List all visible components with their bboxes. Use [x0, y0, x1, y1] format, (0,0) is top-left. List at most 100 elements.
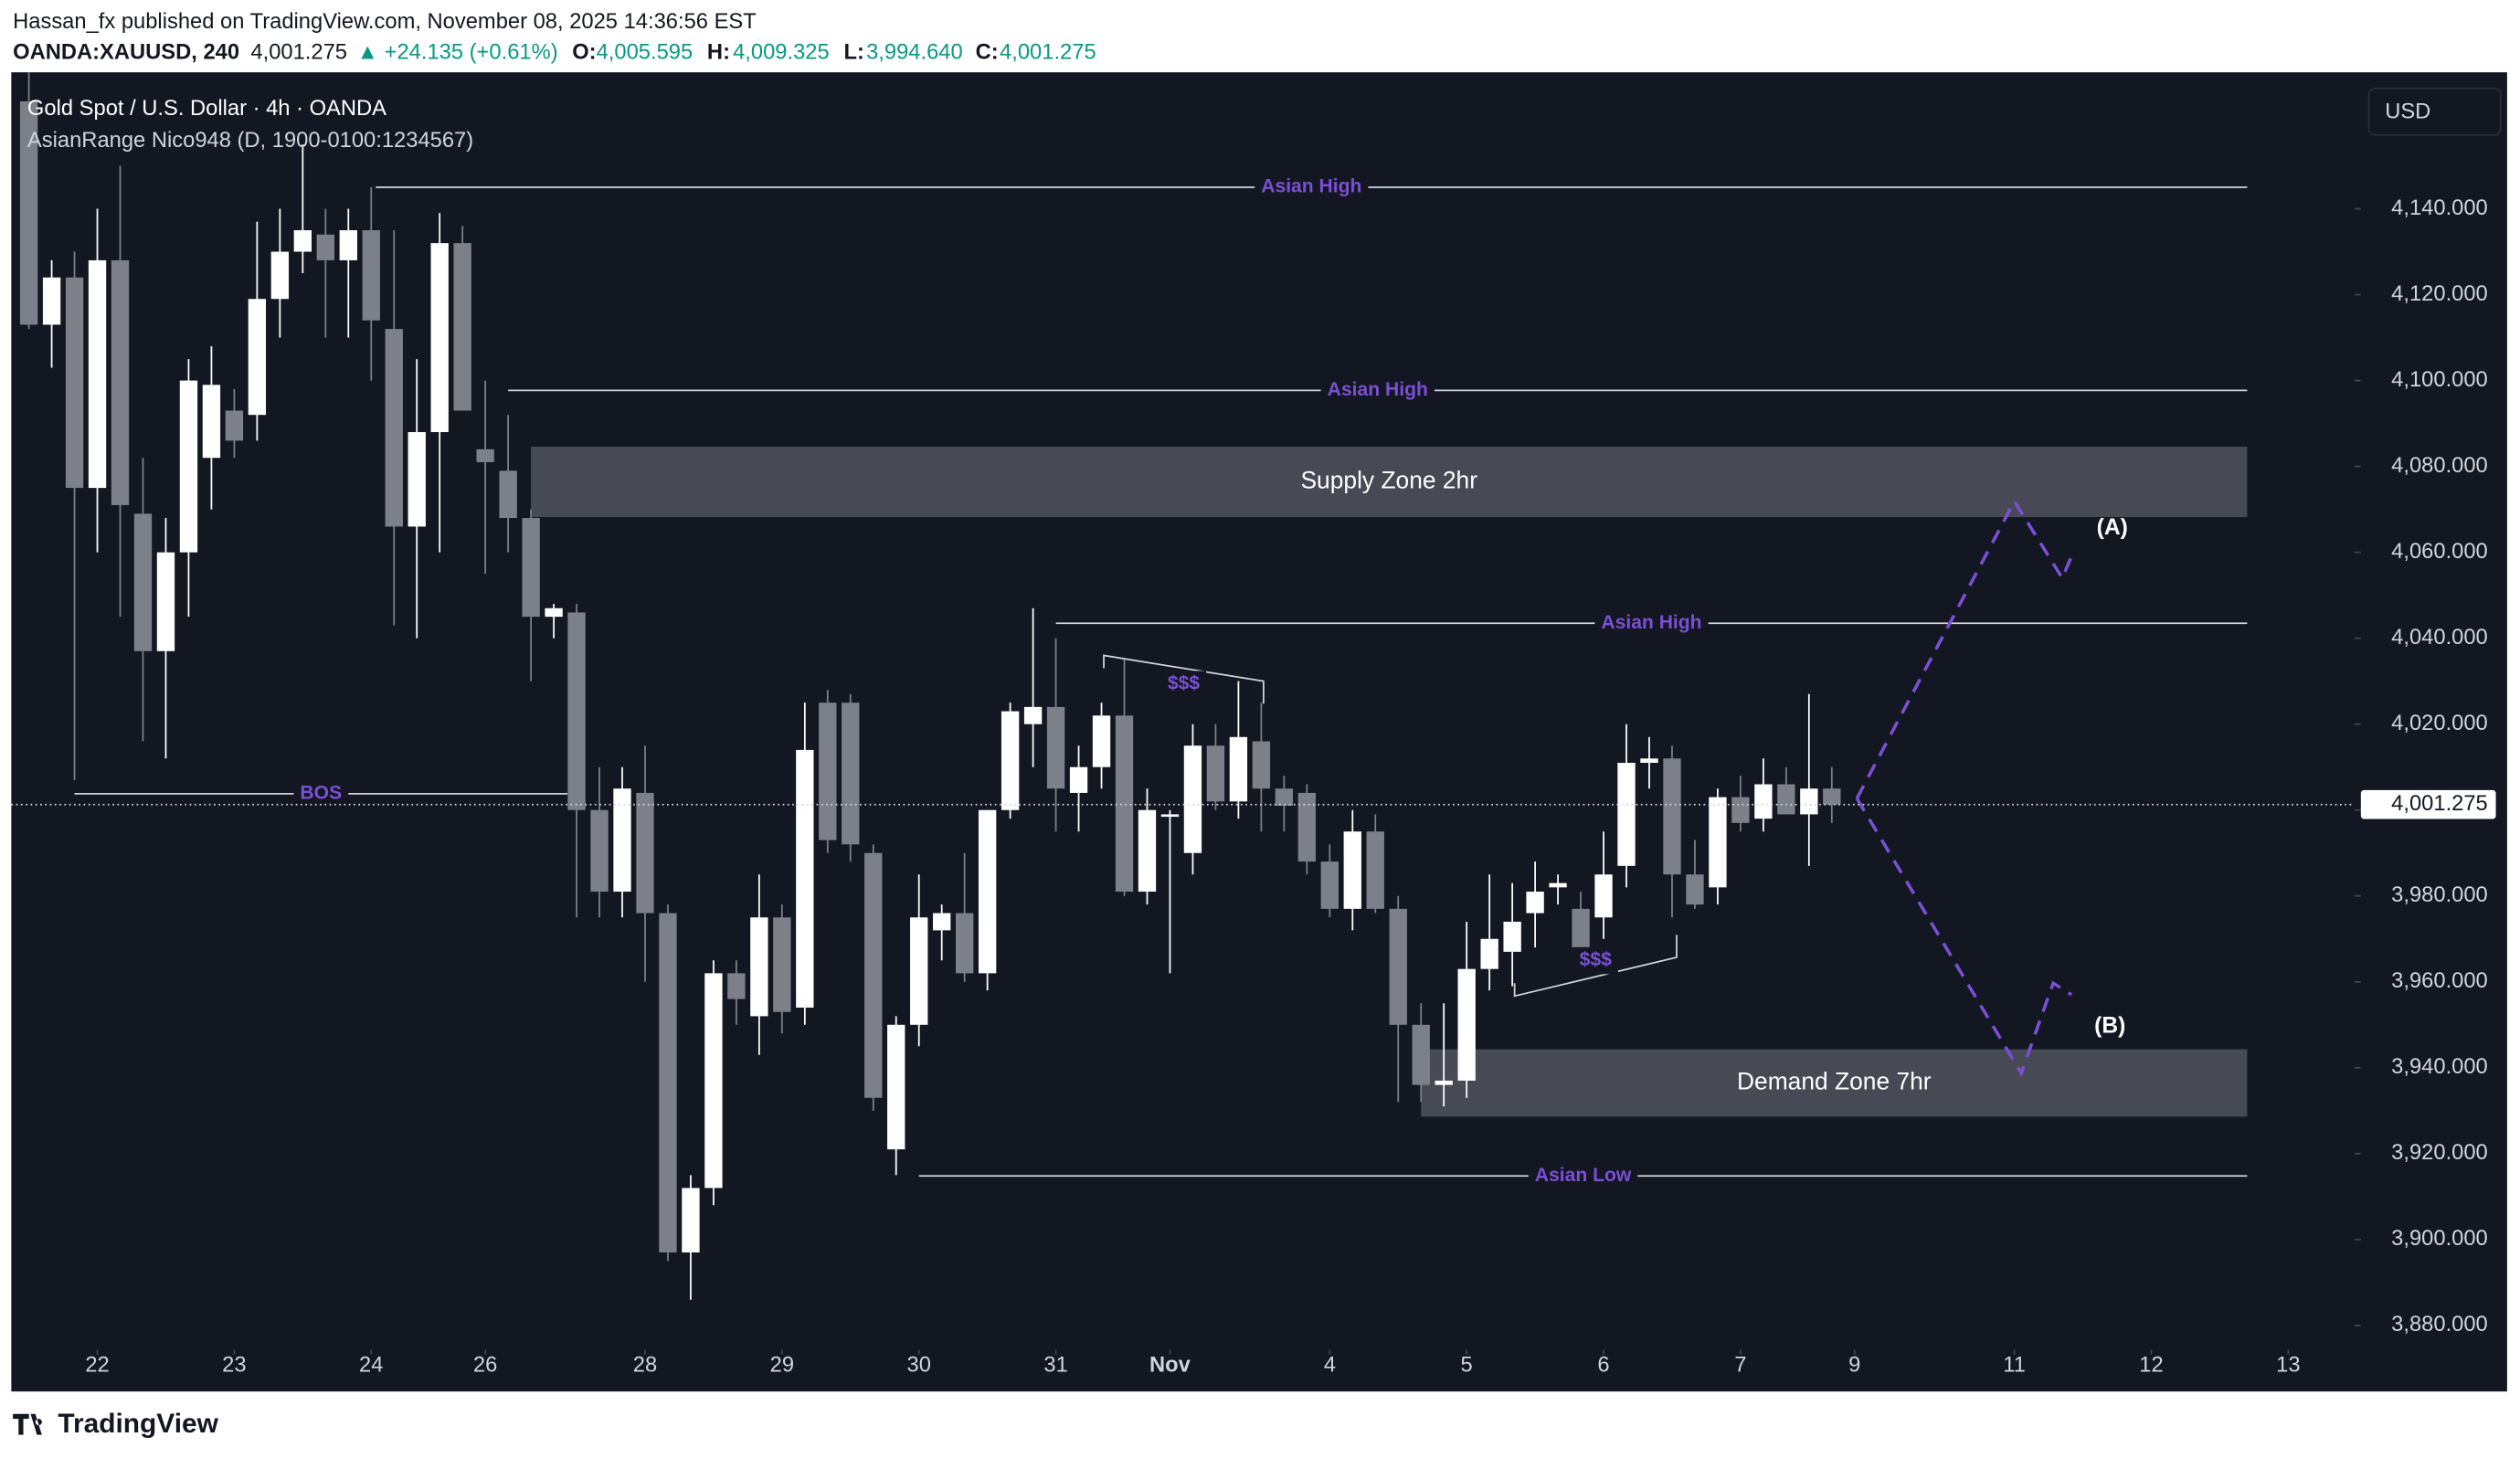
last-price-label: 4,001.275: [2391, 792, 2488, 816]
candle-body: [819, 703, 837, 840]
c-key: C:: [976, 40, 999, 64]
label-bg: [1160, 671, 1207, 698]
zone-label: Supply Zone 2hr: [1300, 466, 1477, 493]
candle-body: [179, 380, 198, 553]
candle-body: [1457, 968, 1476, 1081]
label-bg: [1320, 376, 1435, 405]
candle-body: [522, 518, 540, 618]
x-tick-label: 6: [1597, 1353, 1609, 1377]
y-tick-label: 4,100.000: [2391, 368, 2488, 392]
symbol: OANDA:XAUUSD, 240: [13, 40, 239, 64]
y-tick-label: 4,080.000: [2391, 454, 2488, 478]
x-tick-label: 30: [907, 1353, 931, 1377]
candle-body: [1366, 831, 1384, 909]
x-tick-label: 13: [2276, 1353, 2300, 1377]
candle-body: [933, 913, 951, 931]
label-bg: [1255, 174, 1369, 201]
candle-body: [1640, 758, 1658, 764]
candle-body: [1503, 921, 1521, 952]
candle-body: [1297, 792, 1317, 862]
price: 4,001.275: [250, 40, 347, 64]
label-bg: [1572, 946, 1618, 975]
candle-body: [1252, 741, 1271, 789]
y-tick-label: 3,980.000: [2391, 883, 2488, 907]
candle-body: [910, 917, 928, 1025]
x-tick-label: 26: [473, 1353, 497, 1377]
logo: TradingView: [13, 1409, 219, 1439]
candle-body: [1754, 784, 1773, 819]
candle-body: [1138, 809, 1157, 893]
candle-body: [202, 385, 221, 459]
last-price-box: [2360, 789, 2496, 819]
candle-body: [65, 277, 84, 489]
projection-label: (A): [2097, 515, 2128, 540]
candle-body: [636, 792, 654, 914]
candle-body: [408, 431, 426, 527]
o-key: O:: [572, 40, 596, 64]
candle-body: [385, 329, 403, 527]
y-tick-label: 3,920.000: [2391, 1141, 2488, 1165]
candle-body: [1800, 788, 1818, 815]
x-tick-label: 5: [1461, 1353, 1473, 1377]
logo-mark: [13, 1413, 42, 1435]
candle-body: [1709, 797, 1727, 888]
candle-body: [1549, 882, 1567, 888]
y-tick-label: 4,020.000: [2391, 712, 2488, 735]
c: 4,001.275: [1000, 40, 1096, 64]
candle-body: [1617, 763, 1636, 866]
candle-body: [1046, 706, 1065, 789]
axes: 3,880.000 3,900.000 3,920.000 3,940.000 3,96…: [85, 196, 2496, 1377]
candle-body: [1594, 874, 1613, 918]
candle-body: [1526, 892, 1544, 914]
candle-body: [293, 230, 312, 252]
h-key: H:: [707, 40, 730, 64]
change: ▲ +24.135 (+0.61%): [357, 40, 558, 64]
currency[interactable]: USD: [2385, 100, 2430, 123]
y-tick-label: 3,960.000: [2391, 969, 2488, 993]
candle-body: [545, 608, 563, 618]
x-tick-label: 29: [770, 1353, 794, 1377]
candle-body: [248, 299, 267, 416]
x-tick-label: Nov: [1149, 1353, 1191, 1377]
y-tick-label: 4,140.000: [2391, 196, 2488, 220]
candle-body: [955, 913, 974, 974]
candle-body: [659, 913, 677, 1252]
candle-body: [750, 917, 768, 1017]
plot: Supply Zone 2hr Demand Zone 7hr Asian High…: [11, 72, 2355, 1300]
candle-body: [499, 470, 517, 519]
annotation-label: $$$: [1168, 673, 1200, 694]
annotation-label: $$$: [1580, 949, 1612, 970]
l: 3,994.640: [866, 40, 963, 64]
candle-body: [1663, 758, 1681, 875]
candle-body: [1092, 715, 1111, 767]
annotation-label: BOS: [300, 782, 342, 803]
y-tick-label: 3,940.000: [2391, 1055, 2488, 1079]
symbol-line: OANDA:XAUUSD, 240 4,001.275 ▲ +24.135 (+…: [13, 40, 1096, 64]
x-tick-label: 22: [85, 1353, 109, 1377]
candle-body: [704, 973, 723, 1189]
candle-body: [978, 809, 997, 974]
candle-body: [682, 1188, 700, 1252]
candle-body: [613, 788, 631, 893]
candle-body: [430, 243, 449, 432]
candle-body: [476, 449, 494, 462]
candle-body: [42, 277, 61, 325]
candle-body: [590, 809, 609, 893]
projection: [1855, 798, 2073, 1078]
l-key: L:: [843, 40, 863, 64]
label-bg: [1528, 1162, 1638, 1190]
x-tick-label: 12: [2139, 1353, 2163, 1377]
candle-body: [88, 259, 107, 489]
currency-box[interactable]: [2367, 87, 2502, 136]
candle-body: [19, 100, 38, 325]
x-tick-label: 7: [1734, 1353, 1746, 1377]
candle-body: [567, 612, 586, 810]
candle-body: [270, 251, 290, 300]
annotation-label: Asian Low: [1535, 1165, 1632, 1186]
candle-body: [1480, 938, 1498, 969]
y-tick-label: 4,120.000: [2391, 282, 2488, 306]
chart-title: Gold Spot / U.S. Dollar · 4h · OANDA: [27, 97, 386, 121]
candle-body: [842, 703, 860, 845]
projection-label: (B): [2094, 1014, 2125, 1039]
